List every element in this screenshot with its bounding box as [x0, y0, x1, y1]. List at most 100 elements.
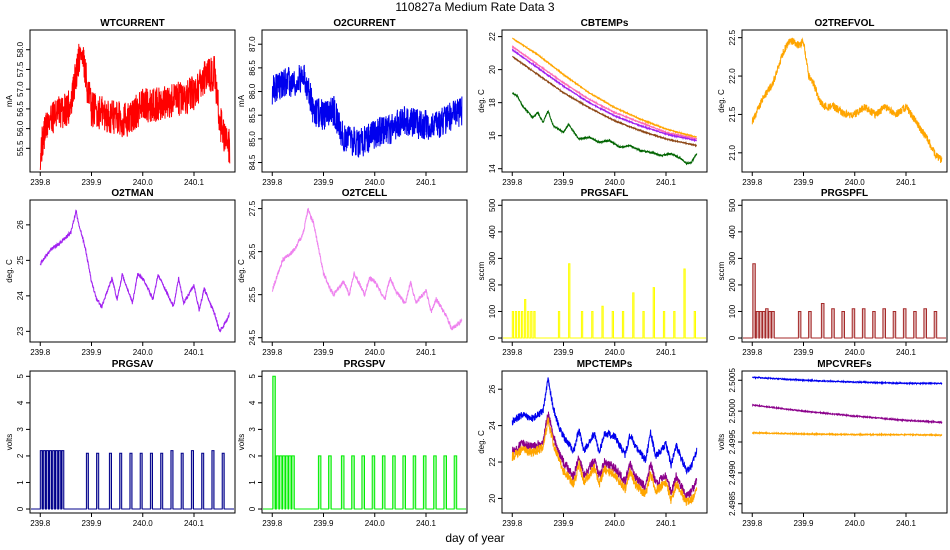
- y-tick-label: 0: [728, 335, 737, 340]
- y-axis-label: deg. C: [237, 259, 246, 283]
- pulse-mark: [160, 453, 163, 509]
- panel-prgspfl: PRGSPFL 239.8 239.9 240.0 240.1 0 100 200 300 400…: [717, 188, 948, 357]
- plot-frame: [741, 199, 948, 343]
- y-tick-label: 0: [248, 506, 257, 511]
- pulse-mark: [86, 453, 89, 509]
- y-tick-label: 56.5: [16, 101, 25, 117]
- pulse-mark: [201, 453, 204, 509]
- y-axis-label: volts: [237, 434, 246, 450]
- y-tick-label: 16: [488, 131, 497, 140]
- x-tick-label: 239.8: [262, 178, 283, 187]
- y-tick-label: 22.5: [728, 29, 737, 45]
- pulse-mark: [601, 306, 604, 339]
- pulse-mark: [524, 299, 526, 338]
- x-tick-label: 239.8: [262, 519, 283, 528]
- y-tick-label: 26: [488, 384, 497, 393]
- x-tick-label: 240.0: [845, 348, 866, 357]
- y-tick-label: 1: [248, 480, 257, 485]
- panel-title: O2TMAN: [111, 188, 153, 199]
- x-tick-label: 239.8: [502, 348, 523, 357]
- pulse-mark: [279, 455, 282, 509]
- x-tick-label: 239.9: [553, 519, 574, 528]
- pulse-mark: [663, 311, 665, 338]
- pulse-mark: [568, 263, 570, 338]
- y-tick-label: 1: [16, 480, 25, 485]
- pulse-mark: [653, 287, 655, 338]
- plot-area: [503, 263, 706, 339]
- panel-title: WTCURRENT: [100, 18, 164, 29]
- y-tick-label: 25.5: [248, 286, 257, 302]
- x-tick-label: 240.1: [896, 519, 917, 528]
- series-line: [512, 37, 698, 139]
- y-tick-label: 85.0: [248, 131, 257, 147]
- pulse-mark: [893, 311, 896, 338]
- pulse-mark: [518, 311, 520, 338]
- y-tick-label: 26: [16, 220, 25, 229]
- pulse-mark: [903, 308, 906, 338]
- y-axis-label: deg. C: [477, 89, 486, 113]
- x-tick-label: 240.0: [365, 178, 386, 187]
- x-tick-label: 239.9: [553, 178, 574, 187]
- y-tick-label: 87.0: [248, 36, 257, 52]
- pulse-mark: [521, 311, 523, 338]
- pulse-mark: [52, 450, 55, 509]
- x-tick-label: 239.9: [553, 348, 574, 357]
- pulse-mark: [673, 311, 675, 338]
- panel-title: O2TREFVOL: [814, 18, 874, 29]
- y-tick-label: 0: [16, 506, 25, 511]
- pulse-mark: [841, 311, 845, 338]
- x-tick-label: 240.1: [416, 348, 437, 357]
- pulse-mark: [862, 308, 865, 338]
- y-axis-label: sccm: [717, 261, 726, 280]
- y-tick-label: 500: [488, 198, 497, 212]
- plot-area: [31, 450, 234, 510]
- series-line: [511, 48, 697, 143]
- x-tick-label: 240.0: [365, 348, 386, 357]
- y-axis-label: deg. C: [5, 259, 14, 283]
- series-line: [751, 37, 943, 164]
- x-tick-label: 240.1: [656, 519, 677, 528]
- pulse-mark: [756, 311, 759, 338]
- figure-x-axis-label: day of year: [445, 531, 505, 545]
- series-line: [39, 43, 231, 171]
- figure-title: 110827a Medium Rate Data 3: [395, 0, 555, 14]
- x-tick-label: 240.1: [656, 178, 677, 187]
- series-line: [751, 403, 943, 425]
- panel-o2tman: O2TMAN 239.8 239.9 240.0 240.1 23 24 25 26 deg. C: [5, 188, 236, 357]
- pulse-mark: [282, 455, 286, 509]
- y-tick-label: 20: [488, 65, 497, 74]
- x-tick-label: 240.0: [133, 519, 154, 528]
- plot-area: [271, 207, 463, 331]
- x-tick-label: 239.9: [81, 519, 102, 528]
- y-tick-label: 20: [488, 493, 497, 502]
- plot-frame: [741, 29, 948, 173]
- plot-frame: [29, 199, 236, 343]
- y-tick-label: 57.5: [16, 61, 25, 77]
- x-tick-label: 239.9: [793, 519, 814, 528]
- series-line: [511, 411, 698, 500]
- x-tick-label: 239.9: [313, 178, 334, 187]
- plot-frame: [501, 370, 708, 514]
- pulse-mark: [140, 453, 143, 509]
- y-tick-label: 2: [16, 453, 25, 458]
- pulse-mark: [454, 455, 457, 509]
- x-tick-label: 239.8: [502, 519, 523, 528]
- plot-frame: [261, 199, 468, 343]
- plot-frame: [261, 370, 468, 514]
- series-line: [271, 207, 463, 331]
- pulse-mark: [530, 311, 532, 338]
- series-line: [751, 376, 943, 386]
- pulse-mark: [831, 308, 835, 338]
- pulse-mark: [591, 311, 593, 338]
- x-tick-label: 239.8: [742, 178, 763, 187]
- pulse-mark: [341, 455, 344, 509]
- plot-area: [263, 375, 466, 510]
- y-tick-label: 24: [16, 291, 25, 300]
- series-line: [39, 209, 231, 333]
- panel-title: MPCTEMPs: [577, 359, 633, 370]
- pulse-mark: [46, 450, 49, 509]
- y-tick-label: 22: [488, 457, 497, 466]
- panel-title: PRGSAFL: [581, 188, 629, 199]
- pulse-mark: [533, 311, 536, 338]
